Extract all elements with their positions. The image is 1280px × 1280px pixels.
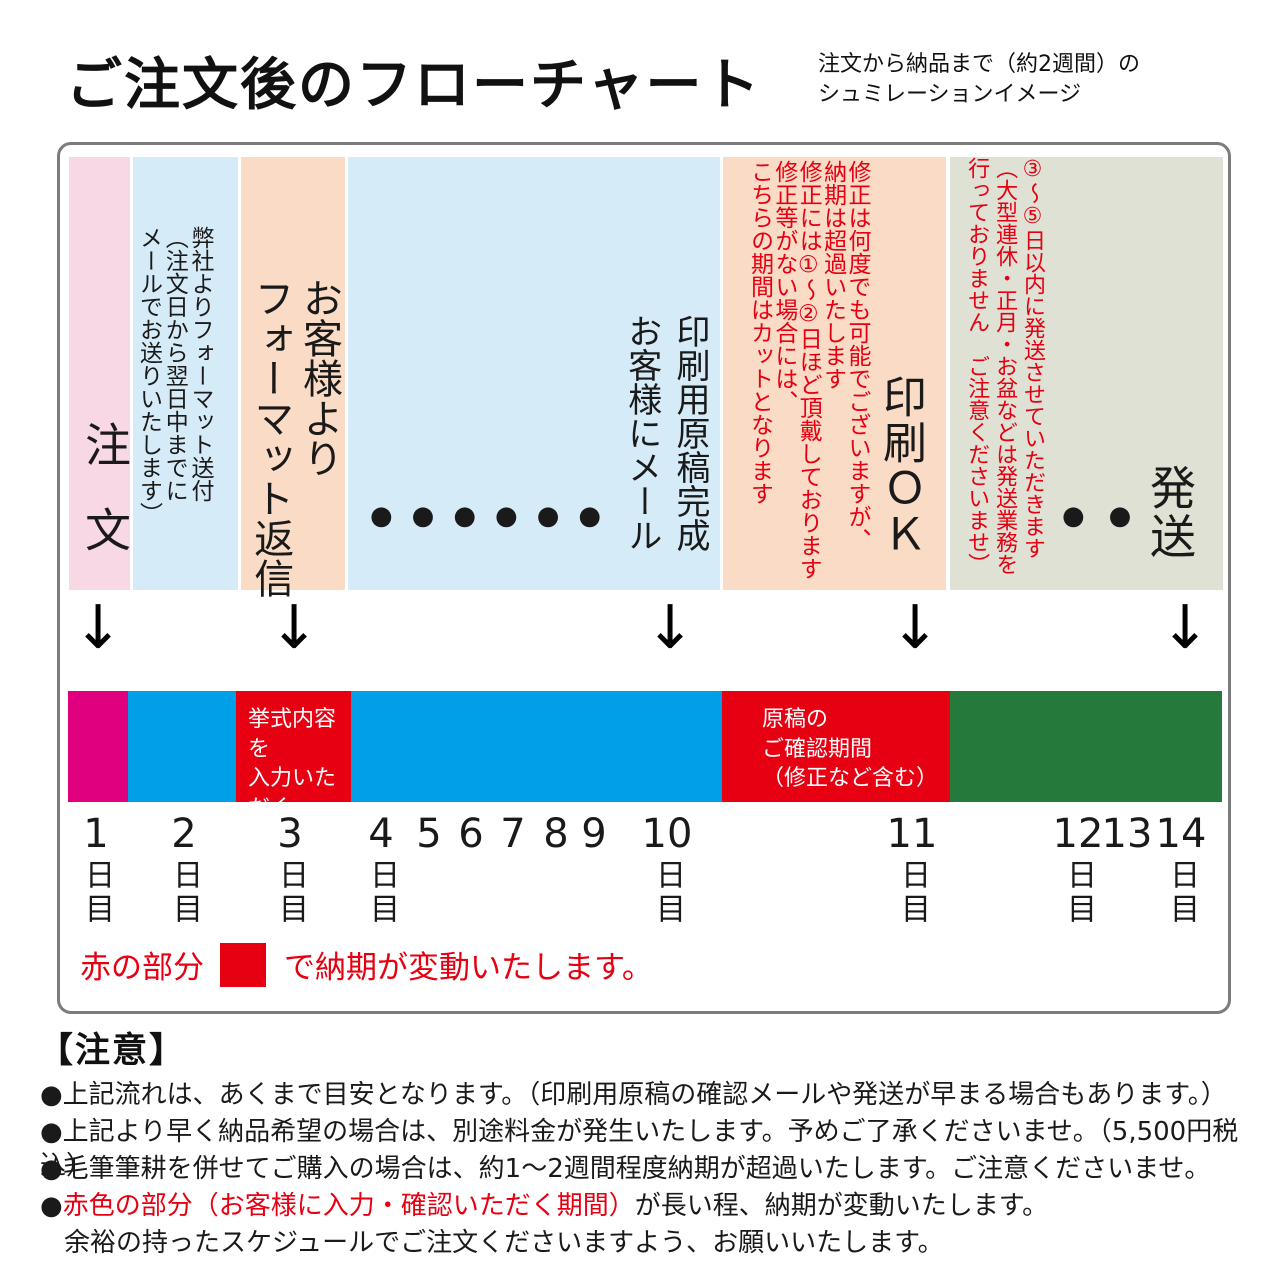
day-unit: 日目 bbox=[79, 859, 114, 927]
note-line-5: 余裕の持ったスケジュールでご注文くださいますよう、お願いいたします。 bbox=[64, 1228, 944, 1258]
day-marker: 8 bbox=[524, 814, 588, 873]
note-line-4-bullet: ● bbox=[40, 1191, 63, 1221]
day-number: 1 bbox=[83, 811, 109, 857]
down-arrow-icon: ↓ bbox=[890, 593, 941, 663]
note-line-1: ●上記流れは、あくまで目安となります。（印刷用原稿の確認メールや発送が早まる場合… bbox=[40, 1080, 1227, 1110]
day-number: 4 bbox=[368, 811, 394, 857]
day-unit: 日目 bbox=[273, 859, 308, 927]
step-note-format-send: 弊社よりフォーマット送付 （注文日から翌日中までに メールでお送りいたします） bbox=[135, 226, 214, 525]
timeline-segment-confirm-period: 原稿の ご確認期間 （修正など含む） bbox=[722, 691, 950, 802]
step-note-shipping: ③～⑤日以内に発送させていただきます （大型連休・正月・お盆などは発送業務を 行… bbox=[964, 157, 1045, 575]
note-line-4-tail: が長い程、納期が変動いたします。 bbox=[634, 1191, 1049, 1221]
step-label-shipping: 発送 bbox=[1143, 464, 1197, 561]
step-column-order bbox=[69, 157, 130, 590]
flowchart-box bbox=[57, 142, 1231, 1014]
note-line-4: ●赤色の部分（お客様に入力・確認いただく期間）が長い程、納期が変動いたします。 bbox=[40, 1190, 1260, 1224]
day-number: 11 bbox=[886, 811, 938, 857]
down-arrow-icon: ↓ bbox=[1160, 593, 1211, 663]
day-number: 13 bbox=[1101, 811, 1153, 857]
day-marker: 9 bbox=[562, 814, 626, 873]
down-arrow-icon: ↓ bbox=[645, 593, 696, 663]
step-column-format-return bbox=[241, 157, 345, 590]
day-marker: 14 日目 bbox=[1149, 814, 1213, 931]
day-unit: 日目 bbox=[650, 859, 685, 927]
step-note-revision: 修正は何度でも可能でございますが、 納期は超過いたします 修正には①～②日ほど頂… bbox=[746, 160, 871, 580]
legend-prefix: 赤の部分 bbox=[80, 950, 204, 986]
step-column-format-send bbox=[133, 157, 238, 590]
timeline-segment-shipping bbox=[950, 691, 1222, 802]
down-arrow-icon: ↓ bbox=[73, 593, 124, 663]
step-column-print-ok bbox=[723, 157, 946, 590]
day-marker: 3 日目 bbox=[258, 814, 322, 931]
day-number: 8 bbox=[543, 811, 569, 857]
note-line-2: ●上記より早く納品希望の場合は、別途料金が発生いたします。予めご了承くださいませ… bbox=[40, 1117, 1239, 1181]
day-number: 10 bbox=[641, 811, 693, 857]
day-marker: 2 日目 bbox=[152, 814, 216, 931]
step-label-format-return: お客様より フォーマット返信 bbox=[247, 278, 342, 598]
day-number: 14 bbox=[1155, 811, 1207, 857]
step-label-draft: 印刷用原稿完成 お客様にメール bbox=[621, 314, 710, 552]
timeline-label-input-period: 挙式内容を 入力いただく 期間 bbox=[248, 707, 337, 851]
day-number: 7 bbox=[500, 811, 526, 857]
timeline-segment-format-send bbox=[128, 691, 236, 802]
timeline-segment-input-period: 挙式内容を 入力いただく 期間 bbox=[236, 691, 351, 851]
step-label-order: 注文 bbox=[78, 421, 132, 592]
day-number: 3 bbox=[277, 811, 303, 857]
day-marker: 10 日目 bbox=[635, 814, 699, 931]
day-marker: 7 bbox=[481, 814, 545, 873]
day-number: 6 bbox=[458, 811, 484, 857]
day-number: 5 bbox=[416, 811, 442, 857]
day-marker: 6 bbox=[439, 814, 503, 873]
page-subtitle: 注文から納品まで（約2週間）の シュミレーションイメージ bbox=[818, 52, 1140, 108]
timeline-segment-order bbox=[68, 691, 128, 802]
timeline-segment-production bbox=[351, 691, 722, 802]
day-marker: 12 日目 bbox=[1046, 814, 1110, 931]
note-line-4-red-text: 赤色の部分（お客様に入力・確認いただく期間） bbox=[62, 1191, 635, 1221]
notes-heading: 【注意】 bbox=[38, 1031, 187, 1071]
timeline-label-confirm-period: 原稿の ご確認期間 （修正など含む） bbox=[762, 707, 939, 792]
legend: 赤の部分 で納期が変動いたします。 bbox=[80, 942, 653, 987]
day-marker: 13 bbox=[1095, 814, 1159, 873]
day-marker: 1 日目 bbox=[64, 814, 128, 931]
step-label-print-ok: 印刷ＯＫ bbox=[875, 374, 926, 558]
ellipsis-dots-icon: ●●●●●● bbox=[370, 501, 621, 531]
day-number: 9 bbox=[581, 811, 607, 857]
day-marker: 11 日目 bbox=[880, 814, 944, 931]
down-arrow-icon: ↓ bbox=[269, 593, 320, 663]
day-marker: 4 日目 bbox=[349, 814, 413, 931]
legend-suffix: で納期が変動いたします。 bbox=[284, 950, 653, 986]
legend-red-swatch bbox=[220, 942, 266, 987]
day-marker: 5 bbox=[397, 814, 461, 873]
step-column-shipping bbox=[950, 157, 1223, 590]
day-unit: 日目 bbox=[1061, 859, 1096, 927]
note-line-3: ●毛筆筆耕を併せてご購入の場合は、約1～2週間程度納期が超過いたします。ご注意く… bbox=[40, 1154, 1211, 1184]
shipping-dots-icon: ●● bbox=[1062, 501, 1156, 531]
day-unit: 日目 bbox=[364, 859, 399, 927]
day-number: 2 bbox=[171, 811, 197, 857]
day-unit: 日目 bbox=[167, 859, 202, 927]
step-column-draft bbox=[348, 157, 720, 590]
day-unit: 日目 bbox=[1164, 859, 1199, 927]
day-number: 12 bbox=[1052, 811, 1104, 857]
day-unit: 日目 bbox=[895, 859, 930, 927]
page-title: ご注文後のフローチャート bbox=[66, 53, 762, 118]
